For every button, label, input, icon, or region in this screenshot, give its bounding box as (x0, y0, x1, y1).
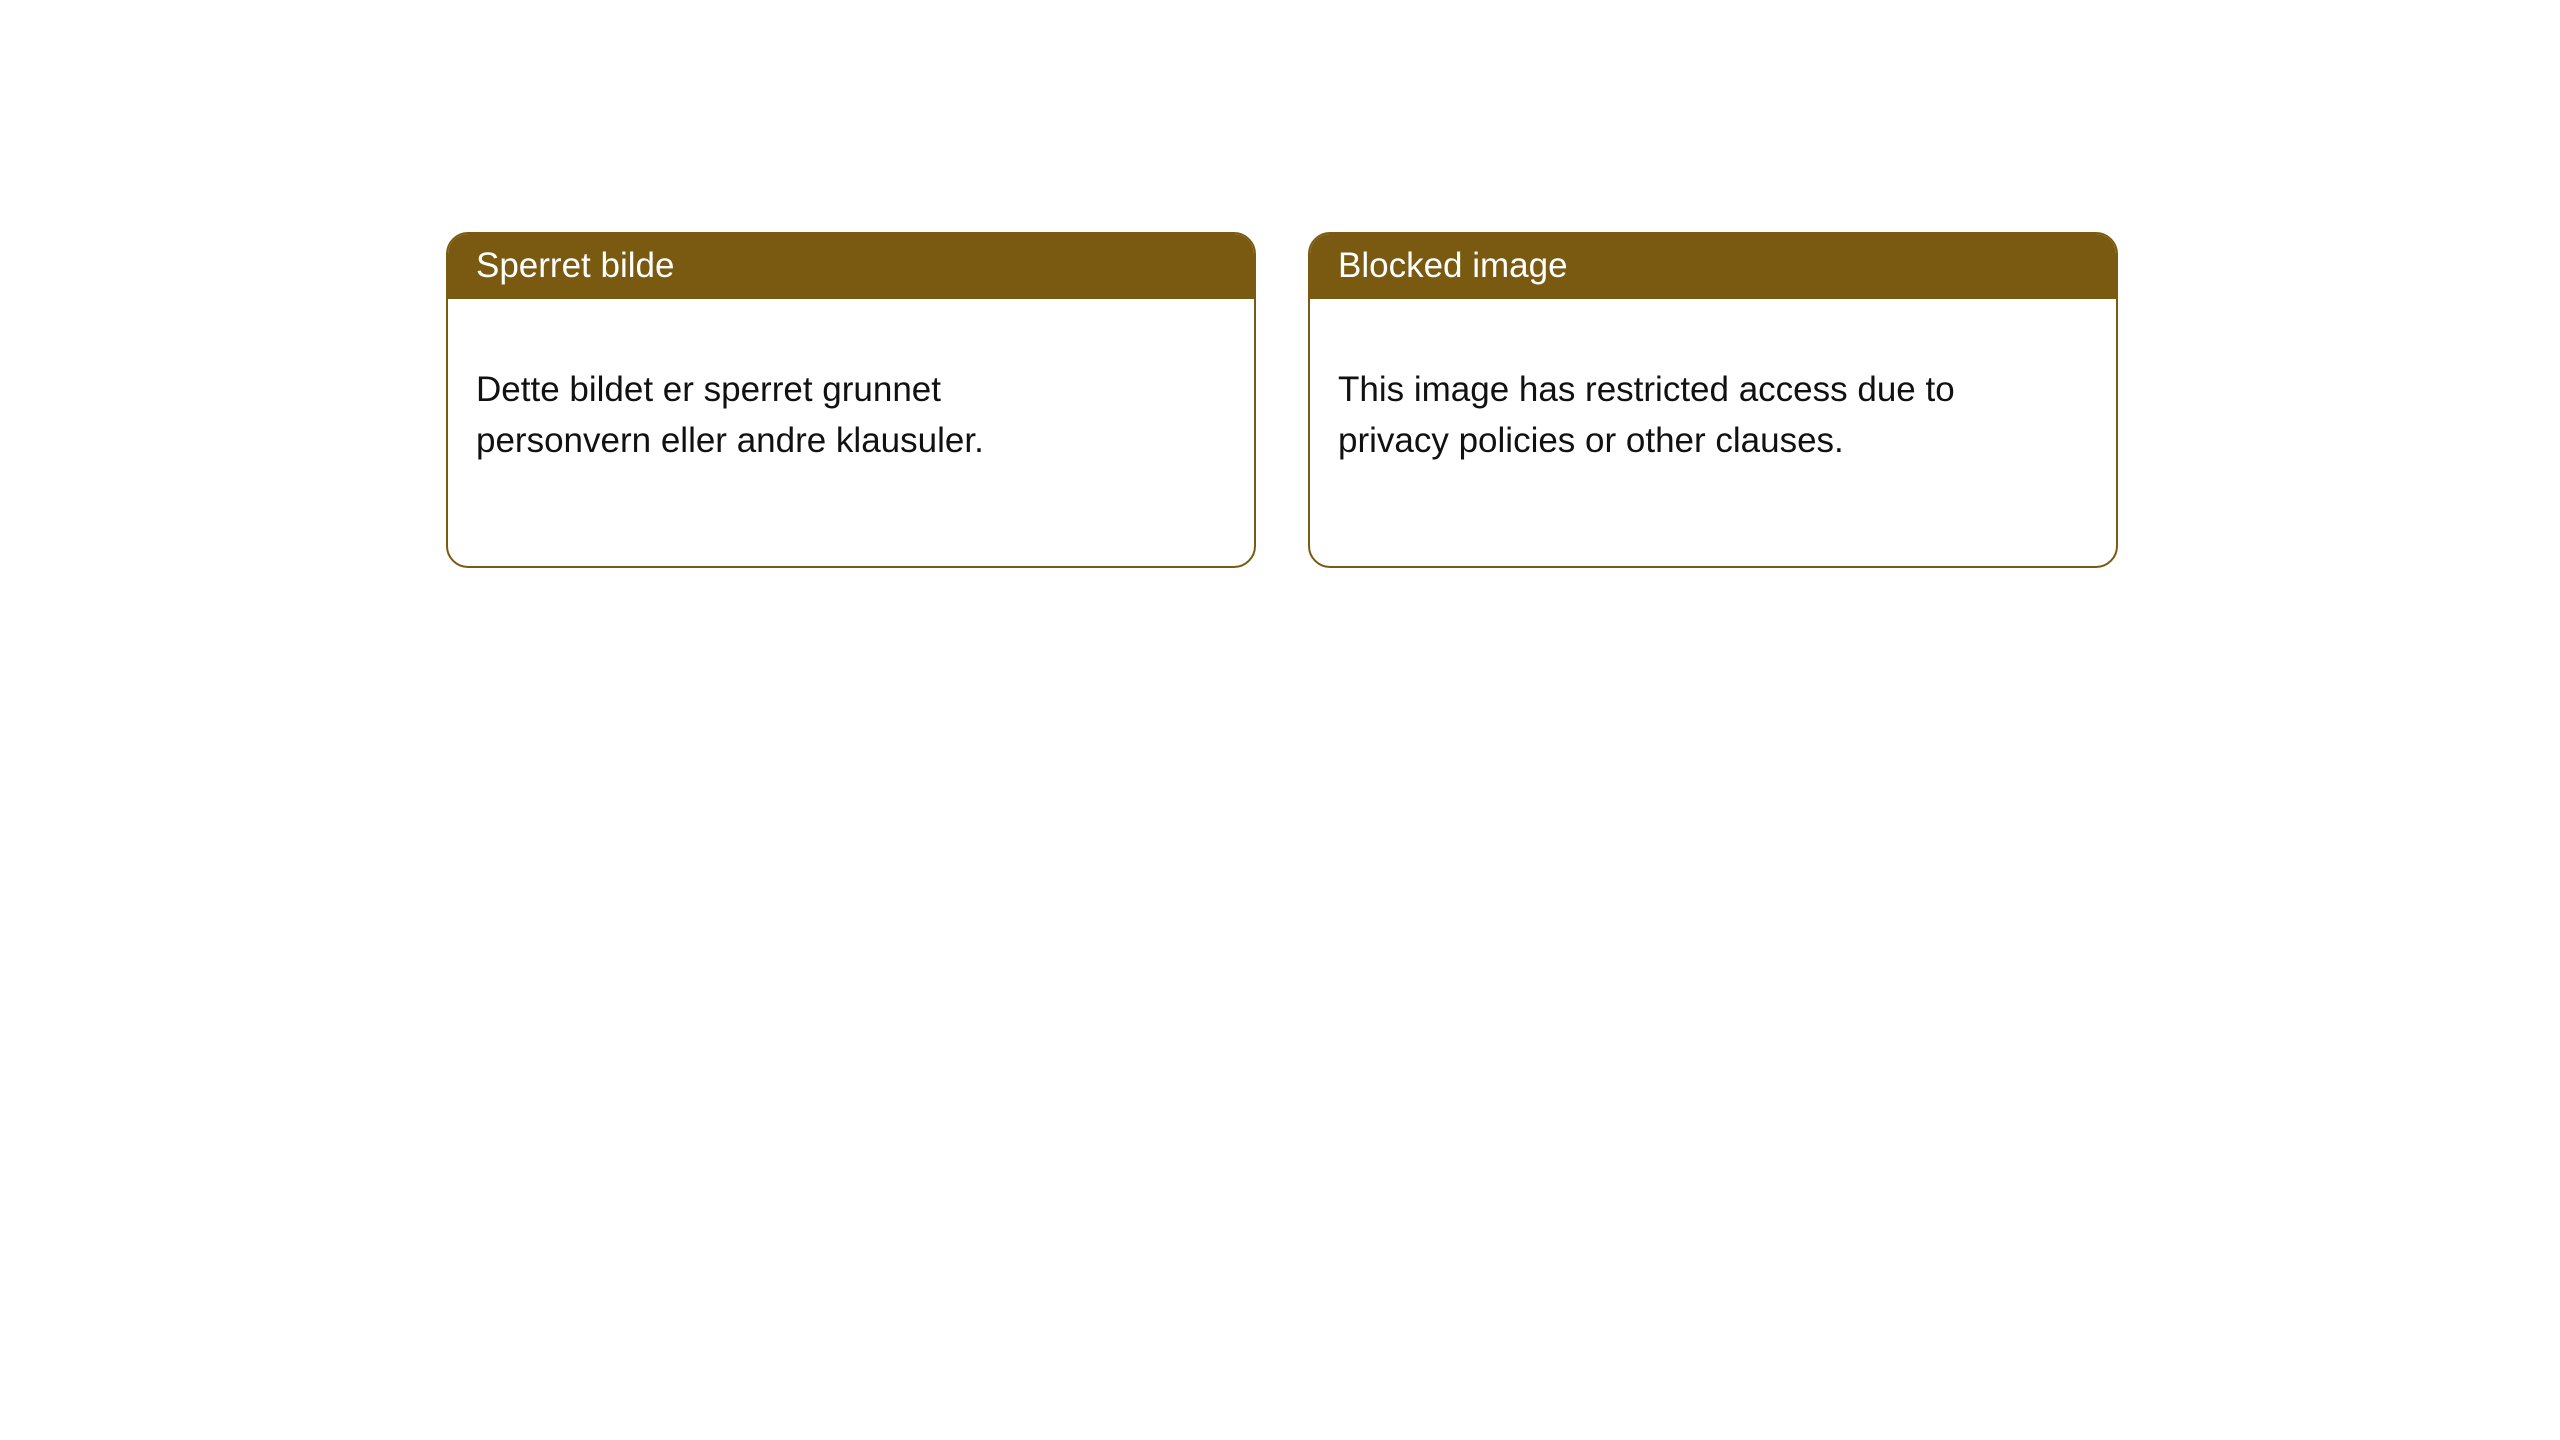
card-title: Sperret bilde (448, 234, 1254, 299)
blocked-image-cards: Sperret bilde Dette bildet er sperret gr… (446, 232, 2118, 568)
card-title: Blocked image (1310, 234, 2116, 299)
blocked-image-card-no: Sperret bilde Dette bildet er sperret gr… (446, 232, 1256, 568)
card-message: Dette bildet er sperret grunnet personve… (448, 334, 1138, 466)
card-message: This image has restricted access due to … (1310, 334, 2000, 466)
blocked-image-card-en: Blocked image This image has restricted … (1308, 232, 2118, 568)
